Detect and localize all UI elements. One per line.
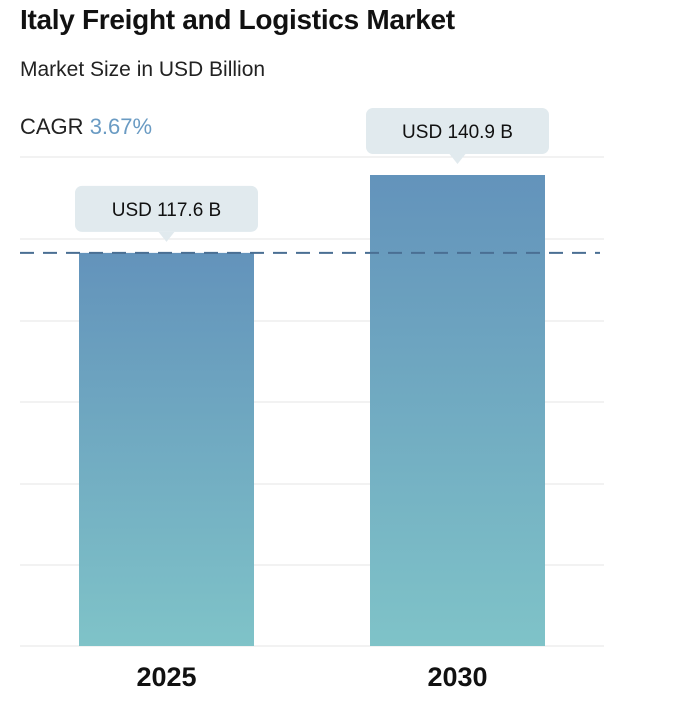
x-axis-ticks: 2025 2030 (136, 662, 487, 692)
bars (79, 175, 545, 647)
data-label-2025: USD 117.6 B (75, 185, 258, 242)
callout-box-2030 (366, 108, 549, 154)
data-labels: USD 117.6 B USD 140.9 B (75, 108, 549, 242)
x-tick-2030: 2030 (427, 662, 487, 692)
callout-pointer-2025 (158, 231, 175, 242)
cagr-value: 3.67% (89, 114, 153, 139)
chart-subtitle: Market Size in USD Billion (20, 58, 266, 81)
chart-title: Italy Freight and Logistics Market (20, 4, 455, 35)
data-label-2030: USD 140.9 B (366, 108, 549, 164)
data-label-text-2030: USD 140.9 B (402, 122, 513, 143)
callout-pointer-2030 (449, 154, 466, 164)
data-label-text-2025: USD 117.6 B (112, 200, 221, 221)
bar-2025 (79, 252, 254, 647)
bar-2030 (370, 175, 545, 646)
cagr-label: CAGR (20, 114, 84, 139)
cagr-display: CAGR 3.67% (20, 114, 152, 140)
x-tick-2025: 2025 (136, 662, 196, 692)
callout-box-2025 (75, 185, 258, 232)
